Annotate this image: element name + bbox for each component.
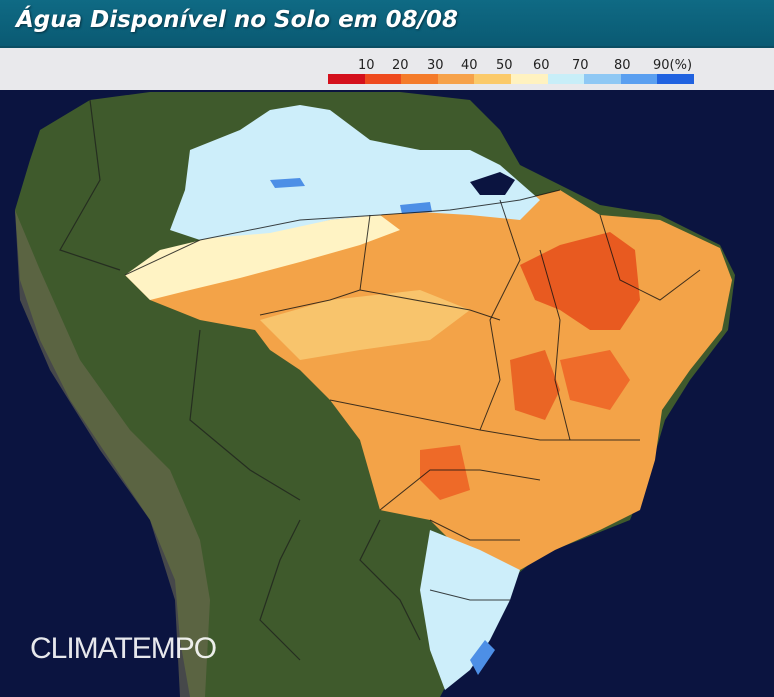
west-dry-patch bbox=[420, 445, 470, 500]
north-wet-patch bbox=[270, 178, 305, 188]
pale-medium-belt bbox=[260, 290, 470, 360]
legend-swatch bbox=[474, 74, 511, 84]
soil-water-map bbox=[0, 90, 774, 697]
northeast-dry-core bbox=[520, 232, 640, 330]
legend-swatch bbox=[547, 74, 585, 84]
climatempo-logo: CLIMATEMPO bbox=[30, 632, 217, 665]
legend-label-80: 80 bbox=[614, 58, 631, 73]
northeast-secondary-dry bbox=[560, 350, 630, 410]
legend-label-40: 40 bbox=[461, 58, 478, 73]
legend-label-70: 70 bbox=[572, 58, 589, 73]
map-title: Água Disponível no Solo em 08/08 bbox=[16, 7, 459, 33]
legend-label-50: 50 bbox=[496, 58, 513, 73]
north-wet-patch bbox=[400, 202, 432, 214]
legend-label-90: 90(%) bbox=[653, 58, 693, 73]
legend-color-scale bbox=[328, 74, 694, 84]
central-dry-core bbox=[510, 350, 560, 420]
legend-label-60: 60 bbox=[533, 58, 550, 73]
country-borders bbox=[59, 99, 421, 661]
legend-label-10: 10 bbox=[358, 58, 375, 73]
legend-label-30: 30 bbox=[427, 58, 444, 73]
legend-swatch bbox=[584, 74, 621, 84]
south-coast-wet bbox=[470, 640, 495, 675]
legend-swatch bbox=[437, 74, 475, 84]
state-borders bbox=[124, 189, 701, 601]
legend-swatch bbox=[364, 74, 402, 84]
title-bar: Água Disponível no Solo em 08/08 bbox=[0, 0, 774, 48]
south-moist-zone bbox=[420, 530, 520, 690]
legend-labels: 10 20 30 40 50 60 70 80 90(%) bbox=[328, 58, 694, 73]
marajo-island bbox=[470, 172, 515, 195]
amazon-pale-band bbox=[125, 215, 400, 300]
legend-swatch bbox=[401, 74, 438, 84]
legend-swatch bbox=[620, 74, 658, 84]
legend-swatch bbox=[657, 74, 694, 84]
legend-label-20: 20 bbox=[392, 58, 409, 73]
legend-swatch bbox=[510, 74, 548, 84]
andes-ridge bbox=[15, 210, 210, 697]
amazon-moist-zone bbox=[170, 105, 540, 240]
legend-swatch bbox=[328, 74, 365, 84]
